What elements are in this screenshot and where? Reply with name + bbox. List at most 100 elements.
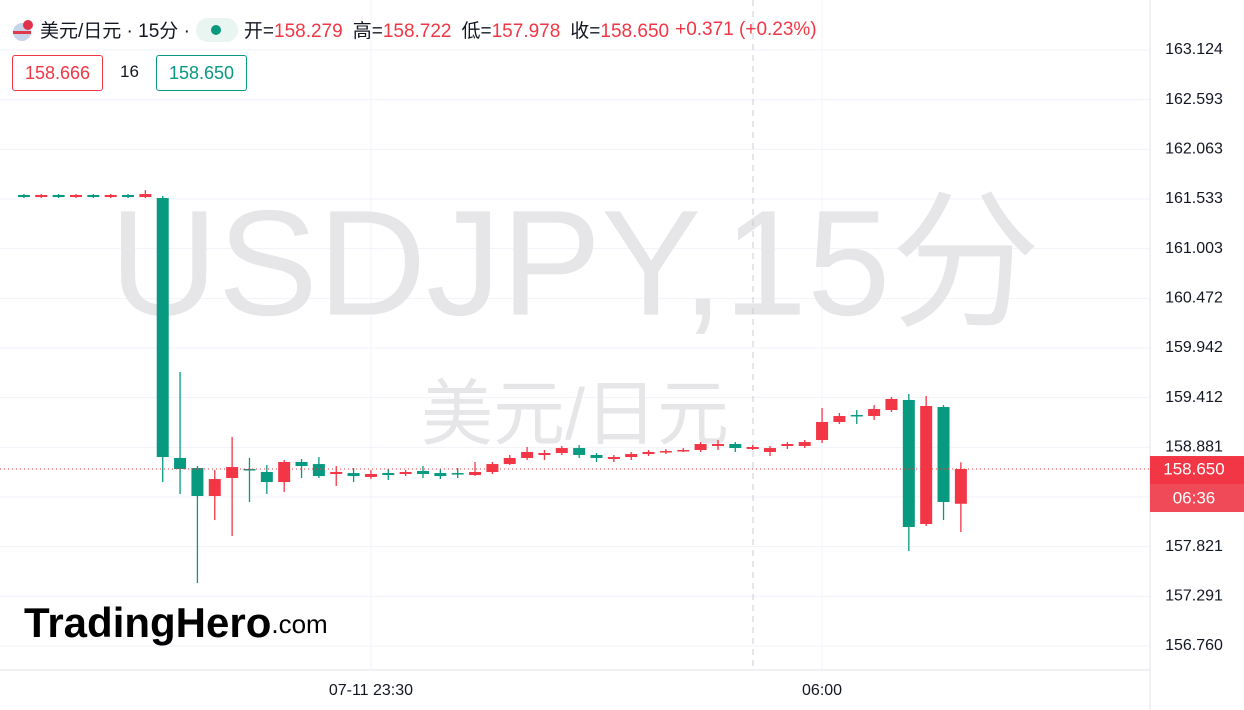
candle-body bbox=[260, 472, 273, 483]
brand: TradingHero.com bbox=[24, 599, 328, 646]
header: 美元/日元 · 15分 · 开=158.279 高=158.722 低=157.97… bbox=[10, 16, 817, 43]
brand-suffix: .com bbox=[271, 609, 327, 639]
y-tick-label: 157.291 bbox=[1165, 588, 1223, 605]
y-tick-label: 158.881 bbox=[1165, 439, 1223, 456]
candle-body bbox=[746, 447, 759, 449]
spread: 16 bbox=[120, 62, 139, 81]
candle-body bbox=[434, 473, 447, 477]
candle-body bbox=[555, 448, 568, 454]
y-tick-label: 161.003 bbox=[1165, 240, 1223, 257]
countdown-box bbox=[1150, 484, 1244, 513]
candle-body bbox=[469, 472, 482, 476]
candle-body bbox=[642, 451, 655, 455]
ohlc-label: 高= bbox=[352, 21, 383, 42]
candle-body bbox=[781, 444, 794, 446]
candle-body bbox=[191, 467, 204, 496]
price-label: 158.650 bbox=[1163, 460, 1224, 479]
candle-body bbox=[17, 194, 30, 198]
y-tick-label: 163.124 bbox=[1165, 41, 1223, 58]
candle-body bbox=[156, 197, 169, 458]
y-tick-label: 159.412 bbox=[1165, 389, 1223, 406]
candle-body bbox=[937, 407, 950, 502]
candle-body bbox=[399, 472, 412, 474]
ohlc-value: 158.650 bbox=[600, 21, 670, 42]
candle-body bbox=[312, 464, 325, 477]
watermark: USDJPY,15分 bbox=[110, 179, 1041, 347]
candle-body bbox=[677, 450, 690, 452]
candle-body bbox=[416, 470, 429, 474]
sell-button[interactable]: 158.666 bbox=[12, 55, 104, 91]
candle-body bbox=[35, 194, 48, 198]
candle-body bbox=[243, 469, 256, 471]
candle-body bbox=[521, 451, 534, 458]
change: +0.371 (+0.23%) bbox=[675, 18, 817, 40]
countdown: 06:36 bbox=[1173, 489, 1216, 508]
candle-body bbox=[208, 479, 221, 496]
candle-body bbox=[833, 416, 846, 423]
candle-body bbox=[885, 398, 898, 411]
y-tick-label: 160.472 bbox=[1165, 290, 1223, 307]
price-label-box bbox=[1150, 456, 1244, 485]
candle-body bbox=[659, 451, 672, 453]
status-pill bbox=[195, 17, 238, 42]
ohlc: 开=158.279 高=158.722 低=157.978 收=158.650 bbox=[244, 16, 669, 43]
candle-body bbox=[295, 461, 308, 467]
y-tick-label: 157.821 bbox=[1165, 538, 1223, 555]
flag-icon bbox=[13, 19, 33, 41]
y-tick-label: 159.942 bbox=[1165, 339, 1223, 356]
candle-body bbox=[87, 194, 100, 198]
candle-body bbox=[122, 194, 135, 198]
x-tick-label: 06:00 bbox=[802, 682, 842, 699]
candle-body bbox=[816, 422, 829, 440]
ohlc-label: 开= bbox=[243, 21, 275, 42]
candle-body bbox=[451, 473, 464, 475]
ohlc-field: 低=157.978 bbox=[462, 16, 561, 43]
candle-body bbox=[139, 194, 152, 198]
ohlc-value: 158.722 bbox=[382, 21, 452, 42]
candle-body bbox=[711, 444, 724, 446]
candle-body bbox=[625, 454, 638, 458]
y-tick-label: 156.760 bbox=[1165, 637, 1223, 654]
x-tick-label: 07-11 23:30 bbox=[329, 682, 413, 699]
ohlc-field: 高=158.722 bbox=[353, 16, 452, 43]
candles bbox=[17, 190, 967, 584]
candle-body bbox=[868, 408, 881, 417]
candle-body bbox=[104, 194, 117, 198]
ohlc-label: 收= bbox=[570, 21, 601, 42]
candle-body bbox=[330, 472, 343, 474]
candle-body bbox=[902, 399, 915, 527]
y-tick-label: 162.593 bbox=[1165, 91, 1223, 108]
candle-body bbox=[729, 444, 742, 449]
candle-body bbox=[52, 194, 65, 198]
candle-body bbox=[850, 414, 863, 417]
candle-body bbox=[798, 442, 811, 446]
candle-body bbox=[607, 457, 620, 459]
candle-body bbox=[590, 454, 603, 458]
candle-body bbox=[538, 453, 551, 455]
y-tick-label: 162.063 bbox=[1165, 141, 1223, 158]
y-tick-label: 161.533 bbox=[1165, 190, 1223, 207]
ohlc-field: 开=158.279 bbox=[244, 16, 343, 43]
candle-body bbox=[573, 448, 586, 455]
candle-body bbox=[226, 467, 239, 479]
ohlc-value: 158.279 bbox=[274, 21, 343, 42]
buy-button[interactable]: 158.650 bbox=[156, 55, 248, 91]
ohlc-label: 低= bbox=[461, 21, 492, 42]
candle-body bbox=[364, 473, 377, 477]
candle-body bbox=[920, 405, 933, 524]
candle-body bbox=[174, 457, 187, 470]
candle-body bbox=[278, 461, 291, 483]
ohlc-value: 157.978 bbox=[491, 21, 561, 42]
candle-body bbox=[503, 457, 516, 465]
candle-body bbox=[69, 194, 82, 198]
watermark-sub: 美元/日元 bbox=[421, 375, 729, 455]
candle-body bbox=[954, 469, 967, 504]
candle-body bbox=[347, 473, 360, 477]
candle-body bbox=[694, 444, 707, 451]
brand-name: TradingHero bbox=[24, 599, 271, 646]
candle-body bbox=[764, 448, 777, 452]
candle-body bbox=[486, 464, 499, 473]
